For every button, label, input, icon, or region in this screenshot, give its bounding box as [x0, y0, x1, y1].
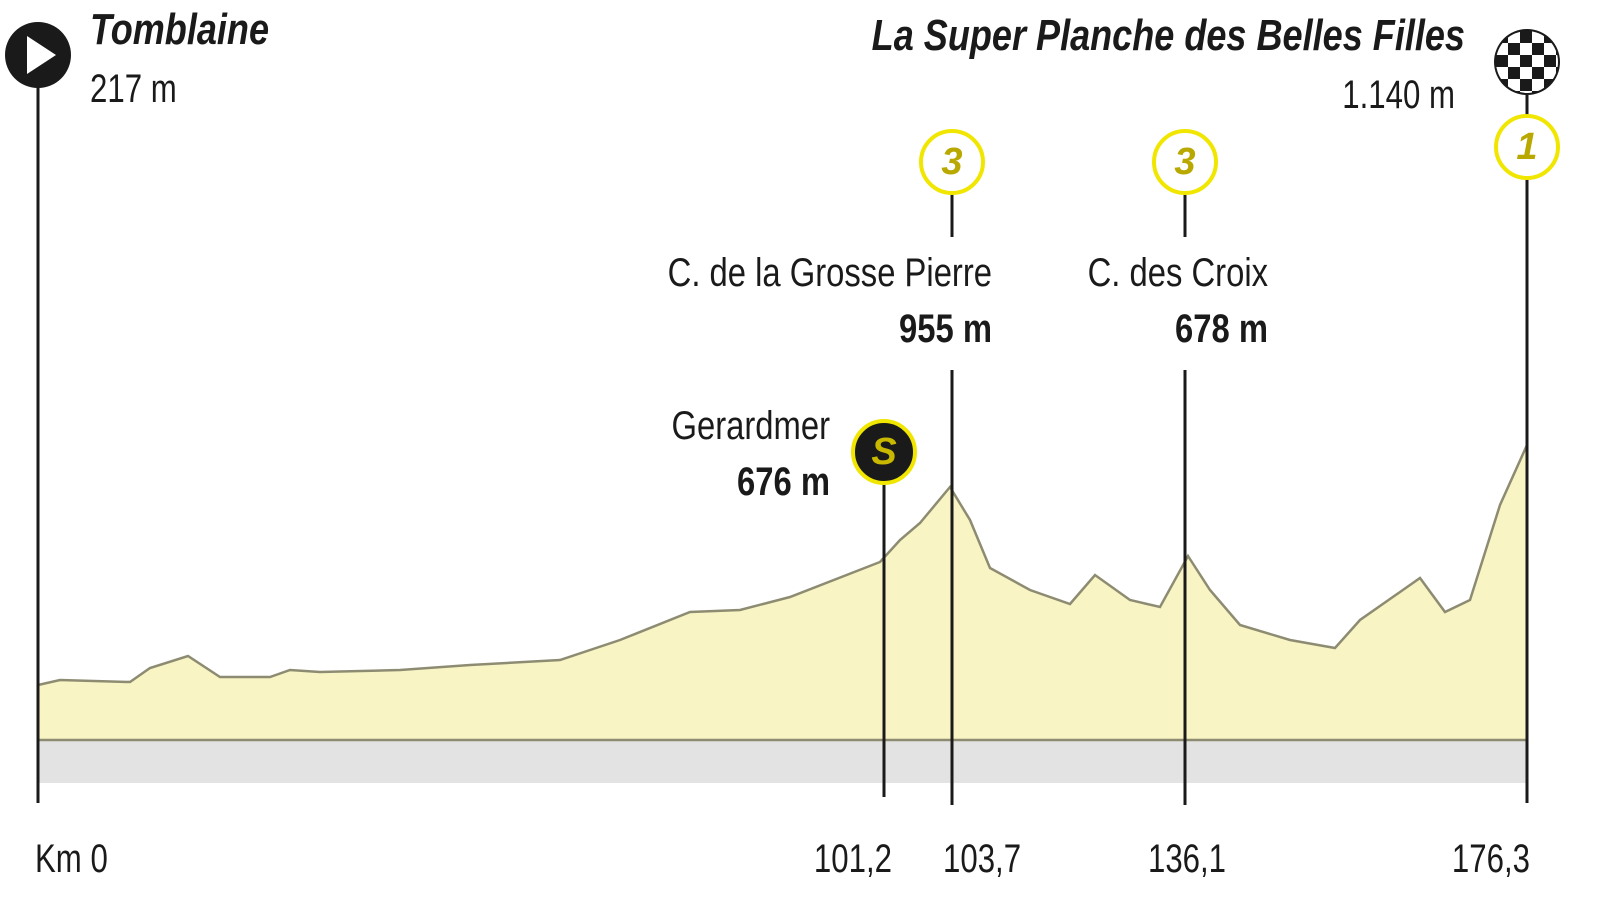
climb-elevation: 678 m	[1175, 306, 1268, 351]
sprint-name: Gerardmer	[671, 403, 830, 448]
start-icon	[5, 22, 71, 88]
km-label: 136,1	[1148, 836, 1226, 881]
start-name: Tomblaine	[90, 5, 269, 54]
finish-name: La Super Planche des Belles Filles	[872, 11, 1465, 60]
elevation-profile	[36, 444, 1529, 742]
finish-icon	[1494, 29, 1560, 95]
ground-band	[38, 740, 1527, 783]
labels: Tomblaine 217 m La Super Planche des Bel…	[35, 5, 1530, 881]
sprint-elevation: 676 m	[737, 459, 830, 504]
climb-elevation: 955 m	[899, 306, 992, 351]
category: 1	[1516, 126, 1537, 168]
km-label: 101,2	[814, 836, 892, 881]
climb-name: C. des Croix	[1088, 250, 1268, 295]
km-label: 103,7	[943, 836, 1021, 881]
start-elevation: 217 m	[90, 66, 177, 111]
category: 3	[1174, 141, 1195, 183]
markers	[36, 55, 1529, 805]
climb-name: C. de la Grosse Pierre	[668, 250, 992, 295]
sprint-symbol: S	[871, 431, 896, 473]
km-label: Km 0	[35, 836, 108, 881]
category: 3	[941, 141, 962, 183]
finish-elevation: 1.140 m	[1342, 72, 1455, 117]
category-badges: 3 3 1 S	[851, 114, 1560, 485]
km-label: 176,3	[1452, 836, 1530, 881]
